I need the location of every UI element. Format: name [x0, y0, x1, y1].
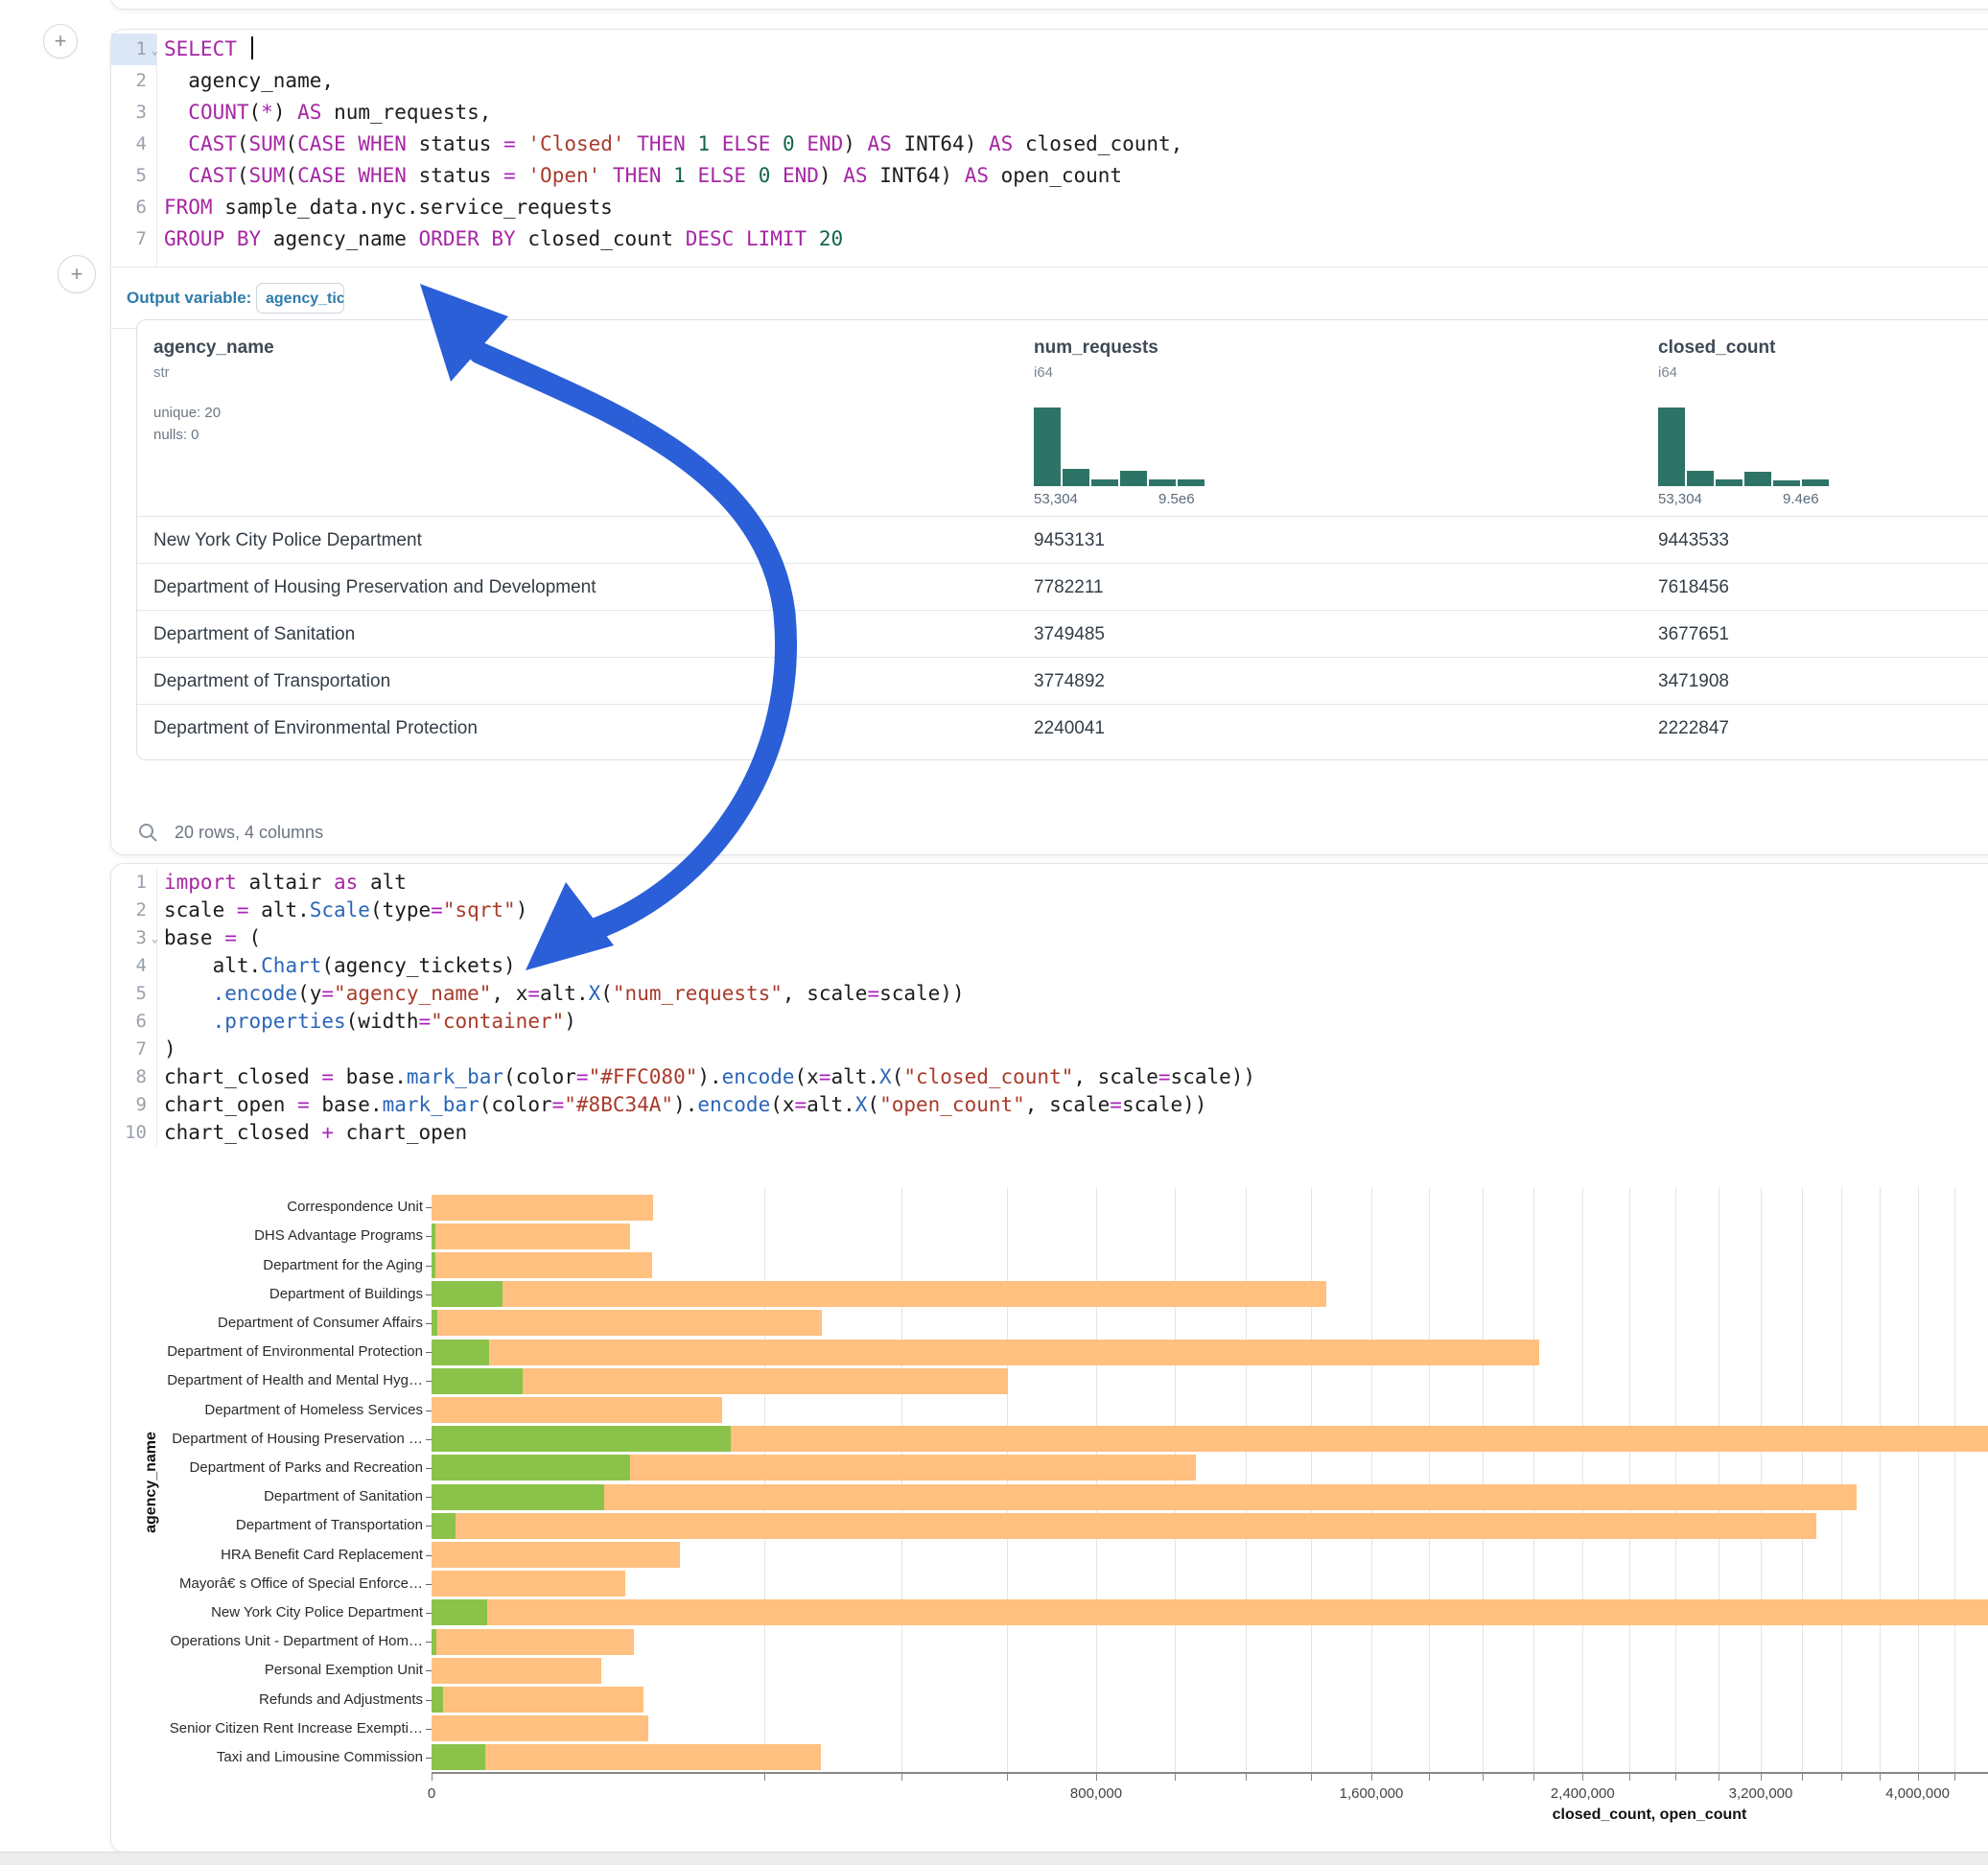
code-line[interactable]: 2scale = alt.Scale(type="sqrt"): [111, 897, 1988, 924]
table-cell: 2222847: [1658, 718, 1729, 739]
table-cell: 9443533: [1658, 530, 1729, 551]
line-number: 2: [111, 897, 156, 924]
line-number: 5: [111, 160, 156, 192]
table-cell: Department of Housing Preservation and D…: [153, 577, 596, 598]
code-line[interactable]: 10chart_closed + chart_open: [111, 1119, 1988, 1147]
column-histogram: [1658, 408, 1829, 486]
text-cursor: [251, 36, 253, 59]
search-icon[interactable]: [136, 821, 159, 844]
code-line[interactable]: 3 COUNT(*) AS num_requests,: [111, 97, 1988, 128]
line-number: 5: [111, 980, 156, 1008]
line-number: 7: [111, 1036, 156, 1063]
table-cell: 7618456: [1658, 577, 1729, 598]
add-cell-button[interactable]: +: [58, 255, 96, 293]
table-cell: Department of Transportation: [153, 671, 390, 692]
table-cell: Department of Sanitation: [153, 624, 355, 645]
line-number: 8: [111, 1063, 156, 1091]
column-name: agency_name: [153, 338, 274, 359]
plus-icon: +: [55, 31, 67, 52]
add-cell-button[interactable]: +: [43, 24, 78, 58]
line-number: 6: [111, 1008, 156, 1036]
code-line[interactable]: 5 .encode(y="agency_name", x=alt.X("num_…: [111, 980, 1988, 1008]
column-stat: nulls: 0: [153, 427, 199, 443]
column-histogram: [1034, 408, 1204, 486]
column-header[interactable]: agency_namestr unique: 20 nulls: 0: [153, 320, 556, 516]
python-cell-card: 1import altair as alt2scale = alt.Scale(…: [110, 863, 1988, 1853]
column-name: closed_count: [1658, 338, 1775, 359]
table-cell: 3471908: [1658, 671, 1729, 692]
code-line[interactable]: 6 .properties(width="container"): [111, 1008, 1988, 1036]
column-header[interactable]: num_requests i64 53,304 9.5e6: [1034, 320, 1437, 516]
table-cell: 9453131: [1034, 530, 1105, 551]
output-variable-label: Output variable:: [127, 289, 251, 308]
code-line[interactable]: 5 CAST(SUM(CASE WHEN status = 'Open' THE…: [111, 160, 1988, 192]
results-table: agency_namestr unique: 20 nulls: 0 num_requ…: [136, 319, 1988, 760]
histogram-max-label: 9.4e6: [1783, 491, 1819, 507]
table-cell: 7782211: [1034, 577, 1104, 598]
code-line[interactable]: 9chart_open = base.mark_bar(color="#8BC3…: [111, 1091, 1988, 1119]
line-number: 6: [111, 192, 156, 223]
table-cell: 3677651: [1658, 624, 1729, 645]
sql-code-editor[interactable]: 1⌄SELECT 2 agency_name,3 COUNT(*) AS num…: [111, 34, 1988, 267]
table-cell: 3774892: [1034, 671, 1105, 692]
line-number: 2: [111, 65, 156, 97]
line-number: 3⌄: [111, 924, 156, 952]
table-row[interactable]: Department of Housing Preservation and D…: [137, 563, 1988, 611]
table-row[interactable]: Department of Sanitation 3749485 3677651: [137, 610, 1988, 658]
line-number: 4: [111, 952, 156, 980]
chevron-down-icon[interactable]: ⌄: [152, 925, 158, 953]
code-line[interactable]: 4 alt.Chart(agency_tickets): [111, 952, 1988, 980]
code-line[interactable]: 2 agency_name,: [111, 65, 1988, 97]
table-row[interactable]: Department of Environmental Protection 22…: [137, 704, 1988, 752]
code-line[interactable]: 6FROM sample_data.nyc.service_requests: [111, 192, 1988, 223]
column-type: i64: [1034, 364, 1053, 381]
line-number: 10: [111, 1119, 156, 1147]
column-type: i64: [1658, 364, 1677, 381]
table-cell: Department of Environmental Protection: [153, 718, 478, 739]
code-line[interactable]: 1import altair as alt: [111, 869, 1988, 897]
histogram-min-label: 53,304: [1034, 491, 1078, 507]
code-line[interactable]: 7GROUP BY agency_name ORDER BY closed_co…: [111, 223, 1988, 255]
histogram-min-label: 53,304: [1658, 491, 1702, 507]
column-stat: unique: 20: [153, 405, 221, 421]
previous-cell-card: [110, 0, 1988, 10]
line-number: 4: [111, 128, 156, 160]
code-line[interactable]: 3⌄base = (: [111, 924, 1988, 952]
table-cell: New York City Police Department: [153, 530, 422, 551]
sql-cell-card: 1⌄SELECT 2 agency_name,3 COUNT(*) AS num…: [110, 29, 1988, 855]
column-header[interactable]: closed_count i64 53,304 9.4e6: [1658, 320, 1988, 516]
column-name: num_requests: [1034, 338, 1158, 359]
row-count-label: 20 rows, 4 columns: [175, 823, 323, 843]
table-cell: 3749485: [1034, 624, 1105, 645]
table-row[interactable]: New York City Police Department 9453131 94…: [137, 516, 1988, 564]
line-number: 9: [111, 1091, 156, 1119]
line-number: 3: [111, 97, 156, 128]
column-type: str: [153, 364, 170, 381]
code-line[interactable]: 8chart_closed = base.mark_bar(color="#FF…: [111, 1063, 1988, 1091]
code-line[interactable]: 1⌄SELECT: [111, 34, 1988, 65]
page-bottom-strip: [0, 1852, 1988, 1865]
line-number: 1⌄: [111, 34, 156, 65]
line-number: 1: [111, 869, 156, 897]
python-code-editor[interactable]: 1import altair as alt2scale = alt.Scale(…: [111, 869, 1988, 1147]
table-footer: 20 rows, 4 columns: [136, 808, 323, 856]
chevron-down-icon[interactable]: ⌄: [152, 35, 158, 66]
histogram-max-label: 9.5e6: [1158, 491, 1195, 507]
table-cell: 2240041: [1034, 718, 1105, 739]
code-line[interactable]: 4 CAST(SUM(CASE WHEN status = 'Closed' T…: [111, 128, 1988, 160]
code-line[interactable]: 7): [111, 1036, 1988, 1063]
table-row[interactable]: Department of Transportation 3774892 34719…: [137, 657, 1988, 705]
output-variable-input[interactable]: agency_tickets: [256, 283, 344, 314]
plus-icon: +: [71, 264, 83, 285]
line-number: 7: [111, 223, 156, 255]
